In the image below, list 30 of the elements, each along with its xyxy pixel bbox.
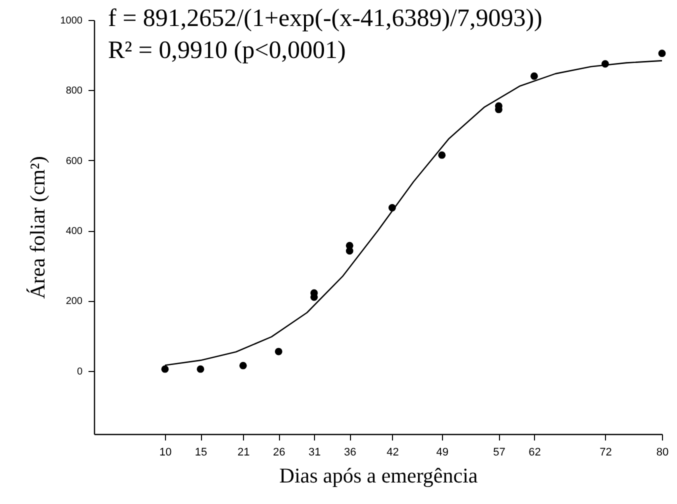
x-axis-title: Dias após a emergência xyxy=(279,464,478,488)
annotation: R² = 0,9910 (p<0,0001) xyxy=(108,37,346,64)
x-tick-label: 26 xyxy=(272,446,286,458)
y-tick-label: 1000 xyxy=(60,16,83,26)
x-tick-label: 21 xyxy=(237,446,250,458)
x-tick-label: 36 xyxy=(344,446,356,458)
point xyxy=(346,242,354,250)
x-tick-label: 10 xyxy=(159,446,172,458)
point xyxy=(161,365,169,373)
point xyxy=(530,72,538,80)
x-tick-label: 80 xyxy=(656,446,669,458)
point xyxy=(239,362,247,370)
y-tick-label: 200 xyxy=(66,296,83,308)
point xyxy=(196,365,204,373)
x-tick-label: 49 xyxy=(436,446,449,458)
point xyxy=(438,151,446,159)
x-tick-label: 31 xyxy=(308,446,321,458)
point xyxy=(274,348,282,356)
x-tick-label: 42 xyxy=(386,446,399,458)
x-tick-label: 62 xyxy=(528,446,541,458)
y-tick-label: 600 xyxy=(66,156,83,167)
y-tick-label: 400 xyxy=(66,226,83,238)
x-tick-label: 15 xyxy=(194,446,208,458)
annotation: f = 891,2652/(1+exp(-(x-41,6389)/7,9093)) xyxy=(108,5,542,32)
x-tick-label: 57 xyxy=(493,446,506,458)
y-tick-label: 0 xyxy=(76,366,83,378)
y-axis-title: Área foliar (cm²) xyxy=(25,156,50,299)
x-tick-label: 72 xyxy=(600,446,612,458)
y-tick-label: 800 xyxy=(66,86,83,97)
point xyxy=(658,50,666,58)
